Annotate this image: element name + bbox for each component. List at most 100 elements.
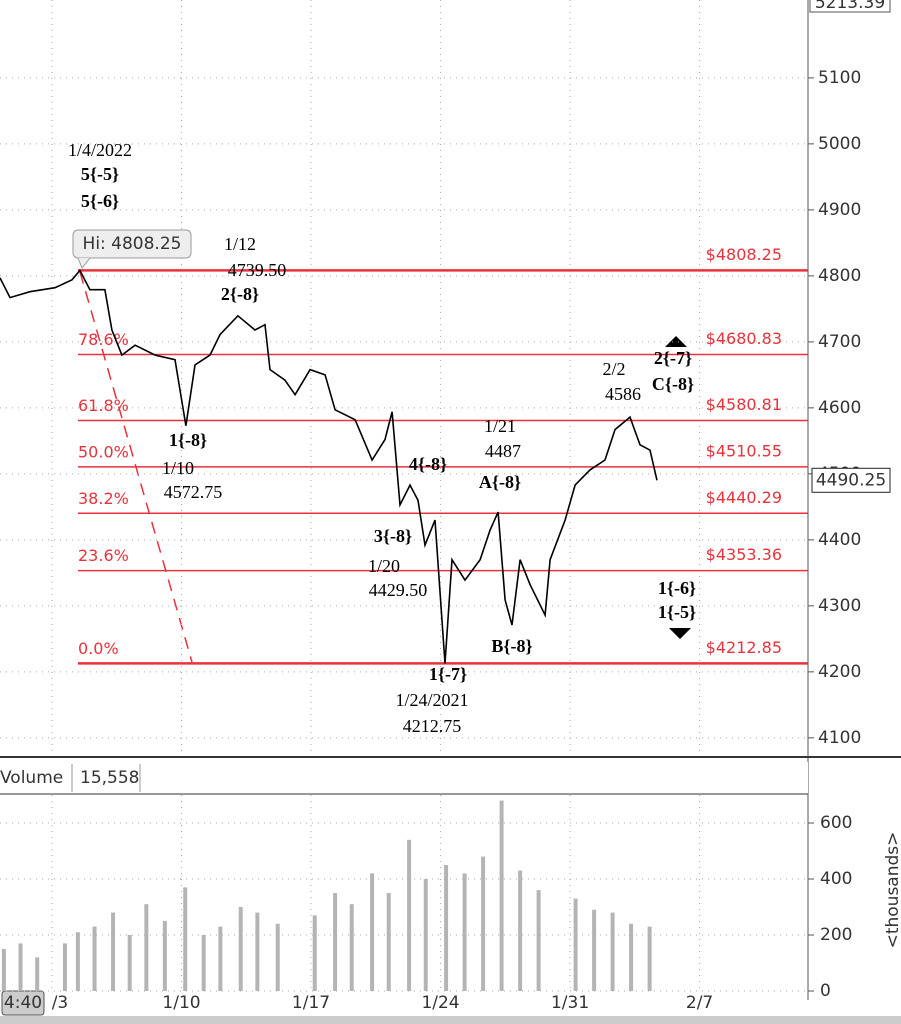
volume-bar — [312, 915, 317, 991]
volume-bar — [536, 890, 541, 991]
y-tick-label: 4600 — [818, 398, 861, 418]
volume-bar — [162, 921, 167, 991]
time-label: 4:40 — [4, 993, 42, 1013]
annotation: 4487 — [485, 441, 521, 461]
level-pct: 38.2% — [78, 489, 129, 508]
annotation: 5{-6} — [81, 191, 119, 211]
volume-bar — [444, 865, 449, 991]
scrollbar — [0, 1016, 901, 1024]
y-tick-label: 200 — [820, 925, 852, 945]
annotation: 1{-5} — [658, 602, 696, 622]
annotation: 4{-8} — [409, 454, 447, 474]
volume-last: 15,558 — [80, 768, 139, 788]
y-tick-label: 4400 — [818, 530, 861, 550]
last-price: 4490.25 — [816, 470, 886, 490]
volume-bar — [462, 873, 467, 991]
volume-bar — [127, 935, 132, 991]
tooltip: Hi: 4808.25 — [83, 234, 182, 254]
annotation: 2/2 — [602, 359, 625, 379]
annotation: 3{-8} — [374, 526, 412, 546]
x-tick-label: 1/17 — [292, 993, 330, 1013]
up-arrow — [665, 336, 687, 347]
top-price-box — [809, 0, 891, 13]
volume-bar — [1, 949, 6, 991]
volume-bar — [218, 926, 223, 991]
annotation: 1/10 — [162, 458, 194, 478]
volume-bar — [481, 856, 486, 991]
volume-bar — [423, 879, 428, 991]
x-tick-label: 2/7 — [686, 993, 713, 1013]
level-pct: 78.6% — [78, 330, 129, 349]
level-price: $4440.29 — [706, 488, 782, 507]
y-axis-label: <thousands> — [883, 832, 901, 949]
volume-bar — [238, 907, 243, 991]
level-price: $4510.55 — [706, 441, 782, 460]
level-price: $4580.81 — [706, 395, 782, 414]
volume-bar — [592, 909, 597, 991]
level-pct: 0.0% — [78, 639, 119, 658]
y-tick-label: 0 — [820, 981, 831, 1001]
x-tick-label: 1/24 — [421, 993, 459, 1013]
volume-bar — [201, 935, 206, 991]
volume-bar — [407, 839, 412, 991]
level-price: $4680.83 — [706, 329, 782, 348]
y-tick-label: 400 — [820, 869, 852, 889]
annotation: 1{-6} — [658, 578, 696, 598]
annotation: 4739.50 — [228, 260, 287, 280]
down-arrow — [669, 628, 691, 639]
last-price-box — [811, 467, 891, 493]
volume-bar — [92, 926, 97, 991]
top-price: 5213.39 — [815, 0, 885, 13]
x-tick-label: 1/10 — [162, 993, 200, 1013]
volume-bar — [370, 873, 375, 991]
level-pct: 50.0% — [78, 442, 129, 461]
volume-bar — [518, 870, 523, 991]
level-pct: 61.8% — [78, 396, 129, 415]
level-price: $4212.85 — [706, 638, 782, 657]
annotation: 1{-7} — [429, 664, 467, 684]
volume-bar — [255, 912, 260, 991]
volume-bar — [144, 904, 149, 991]
annotation: 4429.50 — [369, 580, 428, 600]
tooltip-pointer — [77, 257, 91, 269]
annotation: A{-8} — [479, 472, 521, 492]
annotation: 1/20 — [368, 556, 400, 576]
annotation: 1/4/2022 — [68, 140, 132, 160]
volume-bar — [499, 800, 504, 991]
annotation: 4572.75 — [164, 482, 223, 502]
y-tick-label: 4100 — [818, 728, 861, 748]
annotation: 4212.75 — [403, 716, 462, 736]
y-tick-label: 5100 — [818, 68, 861, 88]
time-box — [1, 990, 45, 1016]
volume-bar — [573, 898, 578, 991]
volume-bar — [386, 893, 391, 991]
volume-bar — [610, 912, 615, 991]
volume-bar — [35, 957, 40, 991]
volume-bar — [629, 923, 634, 991]
volume-header — [0, 762, 808, 794]
volume-bar — [333, 893, 338, 991]
annotation: B{-8} — [491, 636, 532, 656]
volume-bar — [62, 943, 67, 991]
annotation: 1/21 — [484, 416, 516, 436]
volume-bar — [75, 932, 80, 991]
annotation: 4586 — [605, 384, 641, 404]
volume-title: Volume — [0, 768, 63, 788]
y-tick-label: 4800 — [818, 266, 861, 286]
x-tick-label: /3 — [52, 993, 69, 1013]
volume-bar — [647, 926, 652, 991]
level-price: $4353.36 — [706, 545, 782, 564]
annotation: 2{-7} — [654, 348, 692, 368]
y-tick-label: 600 — [820, 813, 852, 833]
x-tick-label: 1/31 — [551, 993, 589, 1013]
level-price: $4808.25 — [706, 245, 782, 264]
volume-bar — [349, 904, 354, 991]
tooltip-box — [72, 229, 192, 259]
annotation: 1/12 — [224, 234, 256, 254]
annotation: 5{-5} — [81, 164, 119, 184]
y-tick-label: 4700 — [818, 332, 861, 352]
level-pct: 23.6% — [78, 546, 129, 565]
annotation: 2{-8} — [221, 284, 259, 304]
